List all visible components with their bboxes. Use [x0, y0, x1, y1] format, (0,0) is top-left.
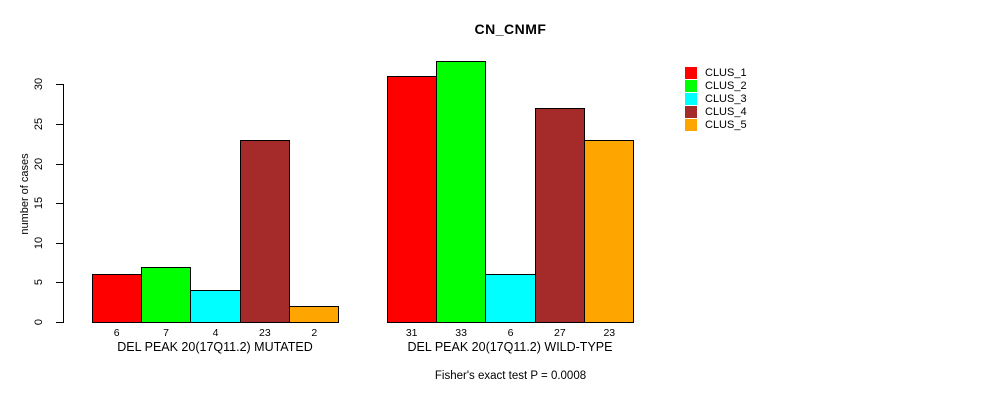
legend-label: CLUS_1	[705, 67, 747, 79]
bar-value-label: 7	[163, 327, 169, 339]
legend-label: CLUS_5	[705, 118, 747, 131]
legend-swatch-clus_4	[685, 105, 697, 118]
y-tick-label: 15	[33, 197, 45, 210]
legend-label: CLUS_3	[705, 92, 747, 105]
legend-item: CLUS_3	[685, 92, 747, 105]
y-tick	[56, 163, 63, 165]
bar-value-label: 23	[259, 327, 271, 339]
fisher-test-annotation: Fisher's exact test P = 0.0008	[434, 370, 587, 382]
y-tick-label: 0	[33, 318, 45, 326]
bar	[190, 290, 241, 323]
bar	[140, 266, 192, 323]
bar	[386, 76, 437, 323]
x-group-label: DEL PEAK 20(17Q11.2) WILD-TYPE	[407, 340, 613, 354]
legend-swatch-clus_2	[685, 79, 697, 92]
legend-swatch-clus_1	[685, 67, 697, 79]
bar-value-label: 2	[311, 327, 318, 339]
legend-item: CLUS_2	[685, 79, 747, 92]
y-axis-label: number of cases	[19, 153, 31, 235]
y-tick	[56, 124, 63, 125]
bar-value-label: 6	[113, 327, 120, 339]
bar	[435, 60, 487, 323]
y-tick	[56, 282, 63, 284]
bar-value-label: 27	[554, 327, 566, 339]
bar	[239, 139, 291, 323]
y-tick	[56, 322, 63, 323]
bar	[584, 139, 635, 323]
y-tick-label: 30	[33, 78, 45, 91]
y-tick-label: 10	[33, 236, 45, 249]
bar-value-label: 4	[212, 327, 219, 339]
bar-value-label: 31	[405, 327, 418, 339]
chart-title: CN_CNMF	[474, 21, 547, 37]
legend-item: CLUS_4	[685, 105, 747, 118]
bar	[485, 274, 536, 323]
y-tick	[56, 84, 63, 86]
y-tick	[56, 242, 63, 244]
bar-value-label: 6	[507, 327, 514, 339]
bar	[289, 306, 340, 323]
y-tick	[56, 203, 63, 205]
legend-swatch-clus_5	[685, 118, 697, 131]
bar	[534, 108, 586, 323]
y-tick-label: 5	[33, 279, 45, 286]
legend-item: CLUS_5	[685, 118, 747, 131]
legend-item: CLUS_1	[685, 67, 747, 79]
y-tick-label: 20	[33, 157, 45, 170]
bar	[91, 274, 142, 323]
legend-swatch-clus_3	[685, 92, 697, 105]
legend-label: CLUS_4	[705, 105, 747, 118]
y-axis-line	[63, 84, 64, 323]
x-group-label: DEL PEAK 20(17Q11.2) MUTATED	[117, 340, 313, 354]
bar-value-label: 33	[455, 327, 467, 339]
legend-label: CLUS_2	[705, 79, 747, 92]
y-tick-label: 25	[33, 117, 45, 131]
bar-value-label: 23	[603, 327, 616, 339]
